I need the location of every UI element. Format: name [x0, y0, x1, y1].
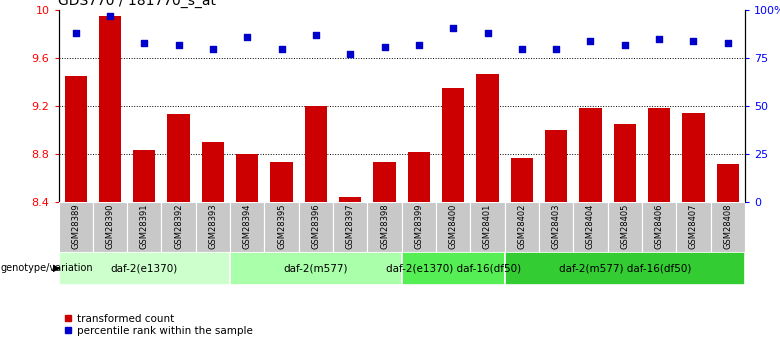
Text: GSM28403: GSM28403 — [551, 203, 561, 249]
Bar — [505, 252, 745, 285]
Point — [516, 46, 528, 51]
Bar — [402, 252, 505, 285]
Text: GSM28398: GSM28398 — [380, 203, 389, 249]
Bar — [608, 202, 642, 252]
Text: genotype/variation: genotype/variation — [1, 263, 94, 273]
Point — [481, 31, 494, 36]
Bar — [717, 164, 739, 202]
Bar — [65, 76, 87, 202]
Bar — [436, 202, 470, 252]
Bar — [573, 202, 608, 252]
Text: daf-2(e1370): daf-2(e1370) — [111, 263, 178, 273]
Bar — [58, 202, 93, 252]
Point — [138, 40, 151, 46]
Point — [550, 46, 562, 51]
Bar — [642, 202, 676, 252]
Text: GSM28399: GSM28399 — [414, 203, 424, 249]
Text: GSM28391: GSM28391 — [140, 203, 149, 249]
Bar — [511, 158, 533, 202]
Bar — [682, 113, 704, 202]
Bar — [545, 130, 567, 202]
Bar — [408, 151, 430, 202]
Point — [275, 46, 288, 51]
Bar — [58, 252, 230, 285]
Text: daf-2(e1370) daf-16(df50): daf-2(e1370) daf-16(df50) — [385, 263, 521, 273]
Bar — [477, 74, 498, 202]
Bar — [470, 202, 505, 252]
Point — [653, 36, 665, 42]
Bar — [539, 202, 573, 252]
Bar — [299, 202, 333, 252]
Point — [378, 44, 391, 49]
Point — [207, 46, 219, 51]
Bar — [196, 202, 230, 252]
Point — [619, 42, 631, 48]
Text: GSM28393: GSM28393 — [208, 203, 218, 249]
Bar — [305, 106, 327, 202]
Point — [241, 34, 254, 40]
Point — [722, 40, 734, 46]
Point — [447, 25, 459, 30]
Text: GSM28396: GSM28396 — [311, 203, 321, 249]
Legend: transformed count, percentile rank within the sample: transformed count, percentile rank withi… — [64, 314, 254, 336]
Bar — [333, 202, 367, 252]
Bar — [614, 124, 636, 202]
Text: daf-2(m577) daf-16(df50): daf-2(m577) daf-16(df50) — [558, 263, 691, 273]
Bar — [236, 154, 258, 202]
Text: GSM28400: GSM28400 — [448, 203, 458, 248]
Bar — [271, 162, 292, 202]
Text: daf-2(m577): daf-2(m577) — [284, 263, 348, 273]
Text: GSM28405: GSM28405 — [620, 203, 629, 248]
Bar — [93, 202, 127, 252]
Point — [310, 32, 322, 38]
Text: GSM28392: GSM28392 — [174, 203, 183, 249]
Point — [104, 13, 116, 19]
Bar — [402, 202, 436, 252]
Bar — [230, 202, 264, 252]
Text: GSM28394: GSM28394 — [243, 203, 252, 249]
Bar — [133, 150, 155, 202]
Point — [687, 38, 700, 44]
Bar — [264, 202, 299, 252]
Bar — [676, 202, 711, 252]
Text: GSM28404: GSM28404 — [586, 203, 595, 248]
Text: ▶: ▶ — [53, 263, 61, 273]
Text: GSM28389: GSM28389 — [71, 203, 80, 249]
Bar — [505, 202, 539, 252]
Text: GSM28390: GSM28390 — [105, 203, 115, 249]
Bar — [202, 142, 224, 202]
Bar — [230, 252, 402, 285]
Point — [172, 42, 185, 48]
Bar — [442, 88, 464, 202]
Bar — [374, 162, 395, 202]
Text: GSM28407: GSM28407 — [689, 203, 698, 249]
Bar — [339, 197, 361, 202]
Bar — [711, 202, 745, 252]
Text: GSM28402: GSM28402 — [517, 203, 526, 248]
Point — [584, 38, 597, 44]
Bar — [127, 202, 161, 252]
Text: GSM28395: GSM28395 — [277, 203, 286, 249]
Bar — [99, 16, 121, 202]
Bar — [367, 202, 402, 252]
Text: GSM28397: GSM28397 — [346, 203, 355, 249]
Point — [344, 52, 356, 57]
Bar — [648, 108, 670, 202]
Text: GSM28406: GSM28406 — [654, 203, 664, 249]
Text: GSM28408: GSM28408 — [723, 203, 732, 249]
Bar — [580, 108, 601, 202]
Text: GSM28401: GSM28401 — [483, 203, 492, 248]
Bar — [161, 202, 196, 252]
Point — [69, 31, 82, 36]
Text: GDS770 / 181770_s_at: GDS770 / 181770_s_at — [58, 0, 217, 8]
Point — [413, 42, 425, 48]
Bar — [168, 115, 190, 202]
